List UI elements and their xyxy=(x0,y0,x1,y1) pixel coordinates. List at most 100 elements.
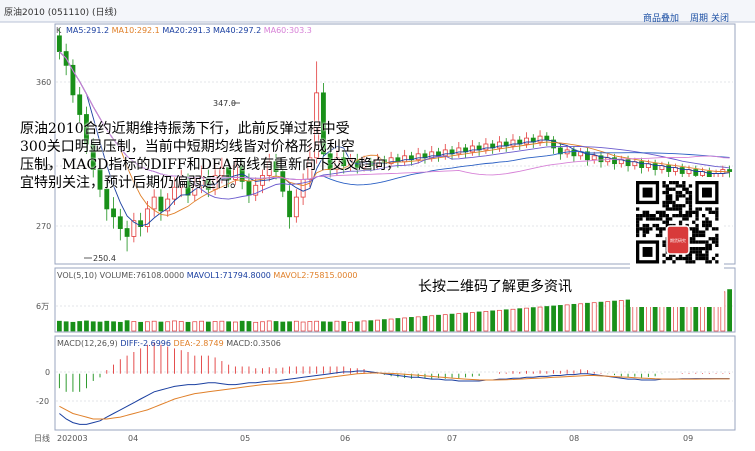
close-button[interactable]: 关闭 xyxy=(711,14,730,24)
qr-module xyxy=(692,210,696,214)
candle-body xyxy=(429,151,435,159)
qr-module xyxy=(678,184,683,188)
qr-code[interactable]: 期货研究 xyxy=(630,177,724,307)
period-button[interactable]: 周期 xyxy=(690,14,709,24)
qr-center-logo xyxy=(666,225,690,255)
qr-module xyxy=(688,204,693,208)
candle-body xyxy=(172,186,177,200)
qr-module xyxy=(636,233,640,238)
overlay-line: 宜特别关注，预计后期仍偏弱运行。 xyxy=(20,175,244,191)
qr-module xyxy=(662,200,666,205)
candle-body xyxy=(639,161,645,168)
candle-body xyxy=(652,163,658,170)
candle-body xyxy=(402,155,408,163)
qr-module xyxy=(705,227,709,231)
candle-body xyxy=(104,188,110,210)
volume-bar xyxy=(57,320,62,332)
qr-module xyxy=(662,184,666,188)
volume-bar xyxy=(97,321,103,332)
candle-body xyxy=(679,167,685,174)
candle-body xyxy=(544,135,550,141)
volume-bar xyxy=(557,305,563,332)
candle-body xyxy=(415,153,421,161)
candle-body xyxy=(557,147,563,155)
qr-module xyxy=(669,200,673,205)
volume-bar xyxy=(131,321,137,332)
qr-module xyxy=(692,247,696,251)
qr-module xyxy=(715,233,719,238)
candle-body xyxy=(219,167,225,176)
volume-bar xyxy=(578,303,584,332)
qr-module xyxy=(672,207,676,211)
candle-body xyxy=(706,171,712,178)
qr-module xyxy=(655,223,660,228)
qr-module xyxy=(678,207,683,211)
candle-body xyxy=(70,64,76,96)
candle-body xyxy=(178,180,184,188)
volume-bar xyxy=(585,302,590,332)
qr-module xyxy=(662,227,666,231)
qr-module xyxy=(705,250,709,254)
qr-module xyxy=(669,181,673,185)
macd-legend: MACD(12,26,9) DIFF:-2.6996 DEA:-2.8749 M… xyxy=(57,339,281,348)
volume-bar xyxy=(618,300,624,332)
qr-module xyxy=(662,260,666,264)
volume-bar xyxy=(497,309,502,332)
qr-module xyxy=(711,210,716,214)
volume-bar xyxy=(104,320,110,332)
macd-dea-line xyxy=(59,372,730,420)
volume-bar xyxy=(388,318,394,332)
qr-module xyxy=(672,181,676,185)
candle-body xyxy=(226,167,232,180)
volume-bar xyxy=(348,321,353,332)
qr-module xyxy=(675,256,679,261)
qr-module xyxy=(639,227,643,231)
qr-module xyxy=(636,207,640,211)
qr-module xyxy=(682,181,686,185)
qr-module xyxy=(675,204,679,208)
qr-module xyxy=(708,247,712,251)
candle-body xyxy=(537,135,543,143)
candle-body xyxy=(131,220,137,237)
qr-module xyxy=(688,197,693,201)
overlay-commodity-button[interactable]: 商品叠加 xyxy=(643,14,680,24)
qr-module xyxy=(715,237,719,241)
qr-module xyxy=(642,230,646,234)
candle-body xyxy=(483,143,489,151)
candle-body xyxy=(205,177,211,190)
legend-item: VOL(5,10) VOLUME:76108.0000 xyxy=(57,271,187,280)
volume-bar xyxy=(341,321,347,332)
moving-average-lines xyxy=(59,51,730,227)
qr-module xyxy=(688,260,693,264)
volume-bar xyxy=(517,308,523,332)
volume-bar xyxy=(192,321,198,332)
legend-item: MA20:291.3 xyxy=(162,26,213,35)
qr-module xyxy=(702,233,706,238)
qr-module xyxy=(692,220,696,224)
qr-module xyxy=(695,223,699,228)
candle-body xyxy=(144,208,150,227)
volume-bar xyxy=(178,321,184,332)
candle-body xyxy=(273,161,279,172)
qr-module xyxy=(685,217,689,221)
candle-body xyxy=(612,157,617,165)
candle-body xyxy=(287,190,292,218)
volume-bar xyxy=(537,306,543,332)
qr-module xyxy=(682,256,686,261)
qr-module xyxy=(698,240,702,244)
candle-body xyxy=(232,165,238,180)
qr-module xyxy=(695,207,699,211)
qr-module xyxy=(665,220,669,224)
qr-module xyxy=(678,190,683,195)
qr-module xyxy=(678,220,683,224)
qr-module xyxy=(665,204,669,208)
qr-module xyxy=(682,187,686,191)
candle-body xyxy=(334,157,340,170)
volume-bar xyxy=(605,301,611,332)
volume-bar xyxy=(612,300,617,332)
volume-bar xyxy=(429,315,435,332)
qr-module xyxy=(675,197,679,201)
candle-body xyxy=(524,137,529,145)
volume-bar xyxy=(165,321,171,332)
